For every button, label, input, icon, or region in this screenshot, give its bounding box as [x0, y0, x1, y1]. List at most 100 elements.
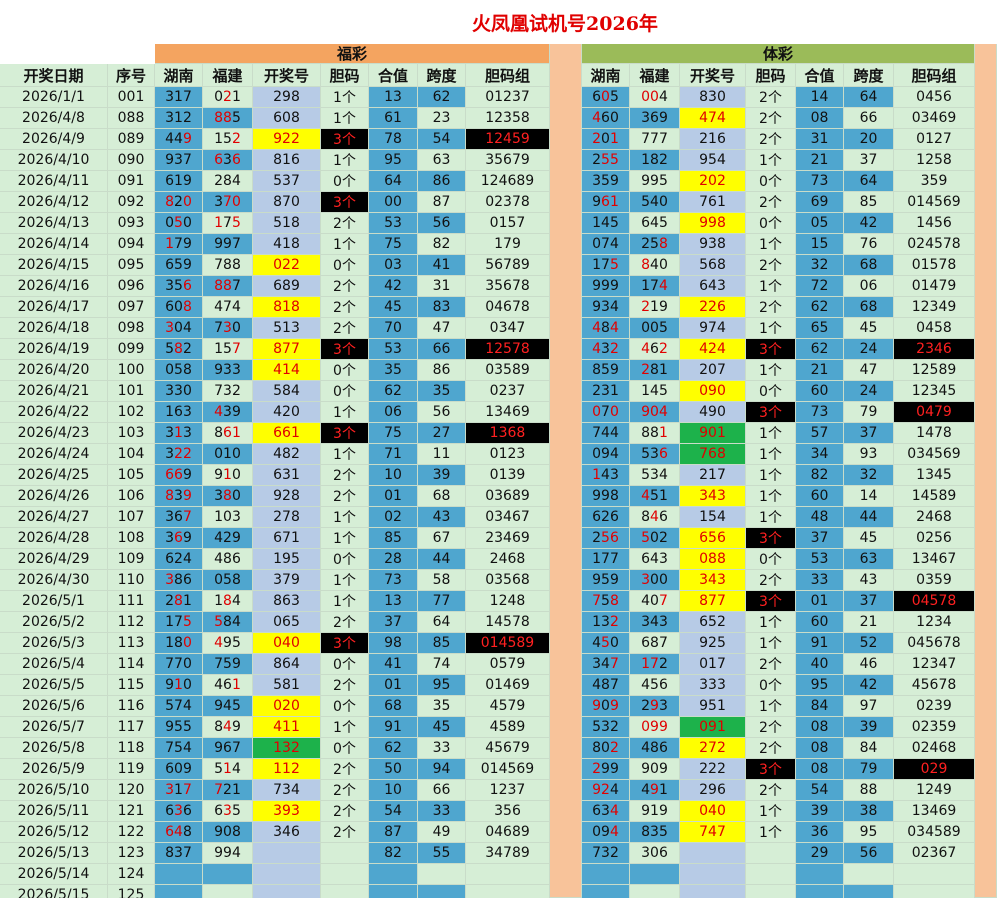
cell: 2个	[321, 822, 369, 843]
date-cell: 2026/5/13	[0, 843, 108, 864]
cell: 2个	[746, 717, 796, 738]
cell: 0个	[746, 675, 796, 696]
cell: 022	[253, 255, 321, 276]
cell	[630, 864, 680, 885]
cell: 12349	[894, 297, 975, 318]
seq-cell: 092	[108, 192, 155, 213]
cell: 54	[369, 801, 418, 822]
seq-cell: 111	[108, 591, 155, 612]
date-cell: 2026/4/13	[0, 213, 108, 234]
cell: 57	[796, 423, 844, 444]
cell: 393	[253, 801, 321, 822]
cell	[894, 864, 975, 885]
cell: 82	[369, 843, 418, 864]
cell: 98	[369, 633, 418, 654]
cell: 01237	[466, 87, 550, 108]
cell: 13	[369, 591, 418, 612]
cell: 20	[844, 129, 894, 150]
cell: 2346	[894, 339, 975, 360]
cell: 154	[680, 507, 746, 528]
cell: 72	[796, 276, 844, 297]
cell: 928	[253, 486, 321, 507]
cell: 87	[418, 192, 466, 213]
cell: 830	[680, 87, 746, 108]
cell	[680, 843, 746, 864]
cell: 1个	[321, 444, 369, 465]
cell: 35678	[466, 276, 550, 297]
cell: 132	[253, 738, 321, 759]
cell: 03589	[466, 360, 550, 381]
cell: 2468	[466, 549, 550, 570]
seq-cell: 124	[108, 864, 155, 885]
cell: 474	[680, 108, 746, 129]
seq-cell: 091	[108, 171, 155, 192]
date-cell: 2026/4/28	[0, 528, 108, 549]
cell: 45	[844, 528, 894, 549]
cell: 47	[418, 318, 466, 339]
cell: 272	[680, 738, 746, 759]
cell	[746, 885, 796, 898]
cell: 37	[369, 612, 418, 633]
seq-cell: 089	[108, 129, 155, 150]
cell: 53	[369, 213, 418, 234]
cell: 35679	[466, 150, 550, 171]
seq-cell: 101	[108, 381, 155, 402]
header-cell: 跨度	[844, 64, 894, 87]
cell: 12345	[894, 381, 975, 402]
cell: 671	[253, 528, 321, 549]
seq-cell: 090	[108, 150, 155, 171]
cell: 518	[253, 213, 321, 234]
cell: 4589	[466, 717, 550, 738]
cell: 73	[796, 171, 844, 192]
cell: 01479	[894, 276, 975, 297]
cell: 768	[680, 444, 746, 465]
cell	[321, 885, 369, 898]
cell: 10	[369, 465, 418, 486]
cell: 60	[796, 612, 844, 633]
cell	[253, 864, 321, 885]
cell: 343	[680, 486, 746, 507]
date-cell: 2026/4/26	[0, 486, 108, 507]
cell: 14589	[894, 486, 975, 507]
cell: 1个	[746, 507, 796, 528]
cell: 661	[253, 423, 321, 444]
cell: 44	[844, 507, 894, 528]
cell: 23	[418, 108, 466, 129]
cell: 64	[369, 171, 418, 192]
cell: 13469	[894, 801, 975, 822]
cell: 568	[680, 255, 746, 276]
header-cell: 合值	[796, 64, 844, 87]
date-cell: 2026/4/23	[0, 423, 108, 444]
seq-cell: 108	[108, 528, 155, 549]
seq-cell: 104	[108, 444, 155, 465]
cell: 33	[796, 570, 844, 591]
cell: 090	[680, 381, 746, 402]
cell: 818	[253, 297, 321, 318]
cell: 2个	[321, 612, 369, 633]
cell: 837	[155, 843, 203, 864]
